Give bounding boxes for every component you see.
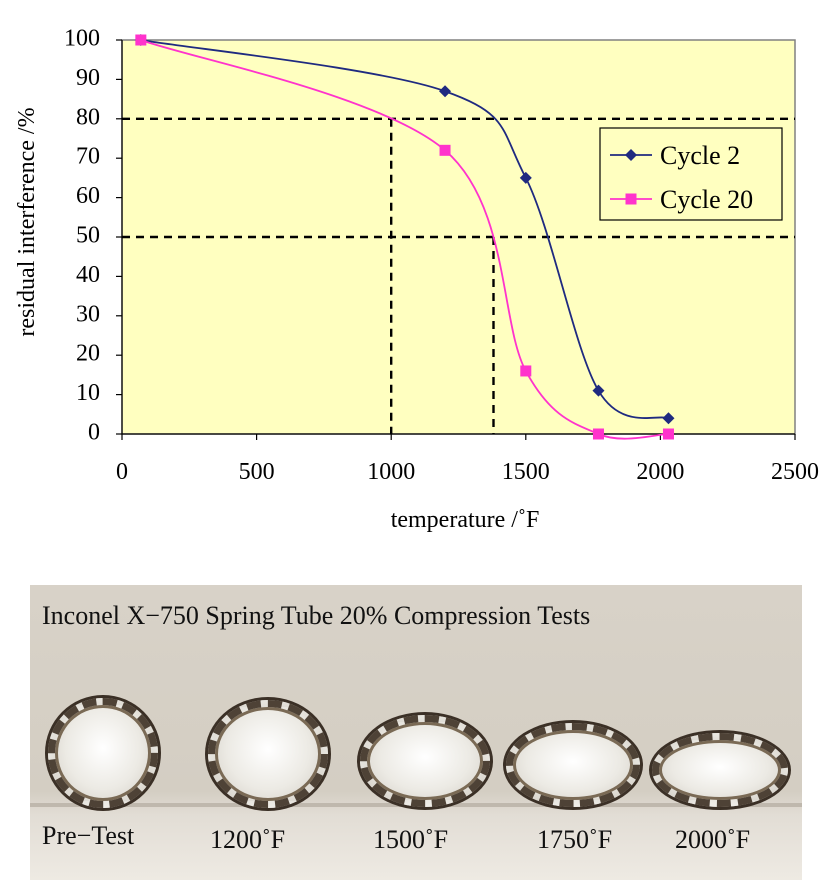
tube-2000f [652,733,788,807]
x-tick-label: 2500 [771,459,819,485]
x-tick-label: 2000 [636,459,684,485]
tube-1750f [506,723,640,807]
legend-label-cycle-2: Cycle 2 [660,141,740,170]
legend-label-cycle-20: Cycle 20 [660,185,753,214]
y-axis-label: residual interference /% [14,107,40,336]
label-1750f: 1750˚F [537,825,613,854]
data-point-cycle-20 [662,428,674,440]
legend-marker-cycle-2 [625,149,637,161]
legend: Cycle 2 Cycle 20 [599,127,783,221]
data-point-cycle-20 [439,144,451,156]
x-axis-label: temperature /˚F [391,507,540,533]
y-tick-label: 90 [76,65,100,91]
x-tick-label: 1500 [502,459,550,485]
y-tick-label: 50 [76,223,100,249]
y-tick-label: 70 [76,144,100,170]
y-tick-label: 100 [64,26,100,52]
label-2000f: 2000˚F [675,825,751,854]
y-tick-label: 10 [76,380,100,406]
y-tick-label: 20 [76,341,100,367]
tube-1200f [208,700,328,808]
tube-1500f [360,715,490,807]
tube-pre-test [48,698,158,808]
y-tick-label: 0 [88,420,100,446]
compression-test-photo: Inconel X−750 Spring Tube 20% Compressio… [30,585,802,880]
data-point-cycle-20 [592,428,604,440]
series-layer [134,34,675,440]
y-tick-label: 80 [76,104,100,130]
x-tick-label: 1000 [367,459,415,485]
legend-marker-cycle-20 [625,193,637,205]
y-tick-label: 30 [76,301,100,327]
photo-title: Inconel X−750 Spring Tube 20% Compressio… [42,601,591,630]
reference-lines [122,117,795,434]
data-point-cycle-2 [662,412,675,425]
label-1500f: 1500˚F [373,825,449,854]
legend-box [599,127,783,221]
data-point-cycle-2 [592,384,605,397]
y-tick-label: 60 [76,183,100,209]
data-point-cycle-20 [520,365,532,377]
data-point-cycle-2 [439,85,452,98]
label-pre-test: Pre−Test [42,821,135,850]
data-point-cycle-20 [135,34,147,46]
series-line-cycle-2 [140,39,669,420]
data-point-cycle-2 [519,171,532,184]
y-tick-label: 40 [76,262,100,288]
label-1200f: 1200˚F [210,825,286,854]
x-tick-label: 500 [239,459,275,485]
x-tick-label: 0 [116,459,128,485]
